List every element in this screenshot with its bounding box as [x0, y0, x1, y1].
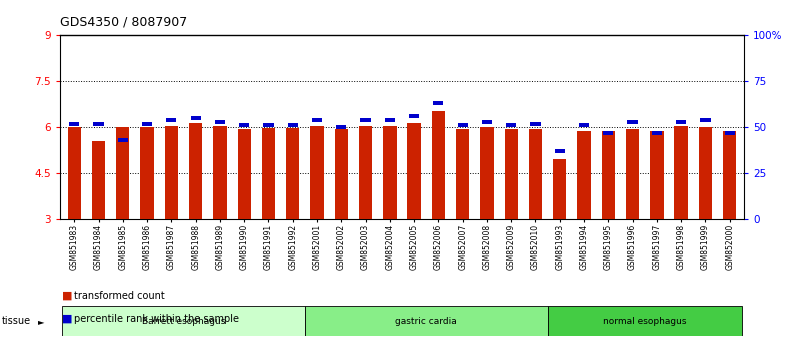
Bar: [384, 118, 395, 122]
Bar: [287, 124, 298, 127]
Bar: [555, 149, 565, 153]
Bar: [237, 129, 251, 219]
Bar: [505, 129, 518, 219]
Bar: [215, 120, 225, 124]
Bar: [431, 110, 445, 219]
Text: transformed count: transformed count: [74, 291, 165, 301]
Bar: [652, 131, 662, 135]
Text: GDS4350 / 8087907: GDS4350 / 8087907: [60, 15, 187, 28]
Bar: [409, 114, 419, 118]
Bar: [262, 128, 275, 219]
Bar: [408, 123, 421, 219]
Bar: [480, 127, 494, 219]
Bar: [359, 126, 373, 219]
Bar: [69, 122, 80, 126]
Bar: [699, 127, 712, 219]
Text: tissue: tissue: [2, 316, 31, 326]
Bar: [263, 124, 274, 127]
Bar: [458, 124, 468, 127]
Bar: [674, 126, 688, 219]
Bar: [577, 131, 591, 219]
Bar: [579, 124, 589, 127]
Text: ■: ■: [62, 291, 72, 301]
Bar: [118, 138, 128, 142]
Bar: [213, 126, 227, 219]
Text: ►: ►: [38, 317, 45, 326]
Bar: [627, 120, 638, 124]
Bar: [140, 127, 154, 219]
Bar: [676, 120, 686, 124]
Bar: [68, 127, 81, 219]
Bar: [548, 306, 742, 336]
Bar: [142, 122, 152, 126]
Bar: [190, 116, 201, 120]
Bar: [553, 159, 567, 219]
Bar: [456, 129, 470, 219]
Bar: [700, 118, 711, 122]
Bar: [650, 131, 664, 219]
Text: gastric cardia: gastric cardia: [396, 317, 457, 326]
Bar: [723, 131, 736, 219]
Bar: [530, 122, 540, 126]
Bar: [310, 126, 324, 219]
Bar: [189, 123, 202, 219]
Bar: [239, 124, 249, 127]
Bar: [92, 141, 105, 219]
Bar: [603, 131, 614, 135]
Bar: [336, 125, 346, 129]
Bar: [62, 306, 305, 336]
Bar: [305, 306, 548, 336]
Bar: [383, 126, 396, 219]
Text: Barrett esophagus: Barrett esophagus: [142, 317, 225, 326]
Bar: [506, 124, 517, 127]
Text: ■: ■: [62, 314, 72, 324]
Bar: [724, 131, 735, 135]
Bar: [361, 118, 371, 122]
Bar: [165, 126, 178, 219]
Text: normal esophagus: normal esophagus: [603, 317, 686, 326]
Bar: [334, 129, 348, 219]
Bar: [116, 127, 130, 219]
Bar: [312, 118, 322, 122]
Bar: [286, 128, 299, 219]
Bar: [482, 120, 492, 124]
Bar: [93, 122, 103, 126]
Bar: [433, 101, 443, 105]
Bar: [166, 118, 177, 122]
Bar: [602, 131, 615, 219]
Bar: [626, 129, 639, 219]
Bar: [529, 129, 542, 219]
Text: percentile rank within the sample: percentile rank within the sample: [74, 314, 239, 324]
